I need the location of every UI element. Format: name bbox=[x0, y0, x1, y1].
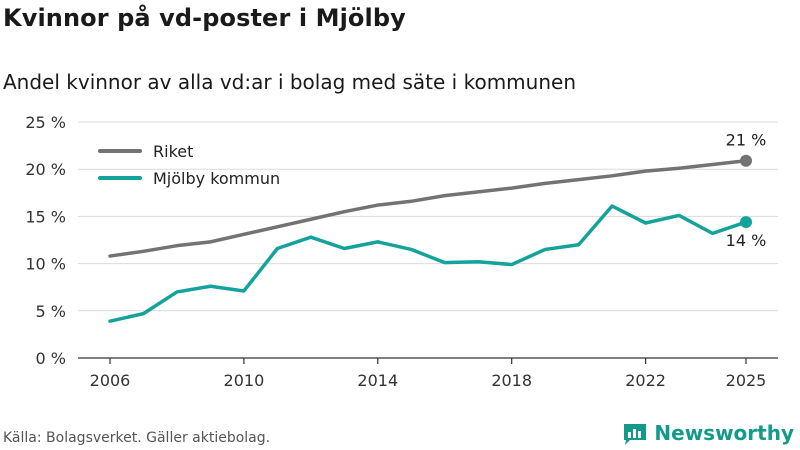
y-tick-label: 15 % bbox=[25, 207, 66, 226]
x-tick-label: 2014 bbox=[357, 371, 398, 390]
x-tick-label: 2025 bbox=[726, 371, 767, 390]
brand-logo: Newsworthy bbox=[622, 420, 794, 446]
series-line-1 bbox=[108, 204, 748, 323]
y-tick-label: 10 % bbox=[25, 255, 66, 274]
end-value-label: 21 % bbox=[726, 131, 767, 150]
source-note: Källa: Bolagsverket. Gäller aktiebolag. bbox=[3, 430, 271, 446]
chart-title: Kvinnor på vd-poster i Mjölby bbox=[3, 4, 406, 32]
x-tick-label: 2018 bbox=[491, 371, 532, 390]
x-tick-label: 2006 bbox=[90, 371, 131, 390]
y-tick-label: 25 % bbox=[25, 113, 66, 132]
chart-subtitle: Andel kvinnor av alla vd:ar i bolag med … bbox=[3, 70, 576, 94]
newsworthy-logo-icon bbox=[624, 424, 647, 445]
legend: Riket Mjölby kommun bbox=[98, 142, 280, 188]
legend-label: Mjölby kommun bbox=[153, 169, 280, 188]
end-point-0 bbox=[740, 154, 752, 167]
end-value-label: 14 % bbox=[726, 231, 767, 250]
brand-name: Newsworthy bbox=[654, 421, 794, 445]
axis-layer: 0 % 5 % 10 % 15 % 20 % 25 % 2006 2010 2014 2018 20… bbox=[25, 113, 778, 390]
end-point-1 bbox=[740, 216, 752, 229]
y-tick-label: 0 % bbox=[36, 349, 66, 368]
legend-label: Riket bbox=[153, 142, 193, 161]
x-tick-label: 2010 bbox=[224, 371, 265, 390]
series-layer: 21 % 14 % bbox=[108, 131, 767, 323]
y-tick-label: 20 % bbox=[25, 160, 66, 179]
series-line-0 bbox=[108, 158, 748, 258]
x-tick-label: 2022 bbox=[625, 371, 666, 390]
y-tick-label: 5 % bbox=[36, 302, 66, 321]
